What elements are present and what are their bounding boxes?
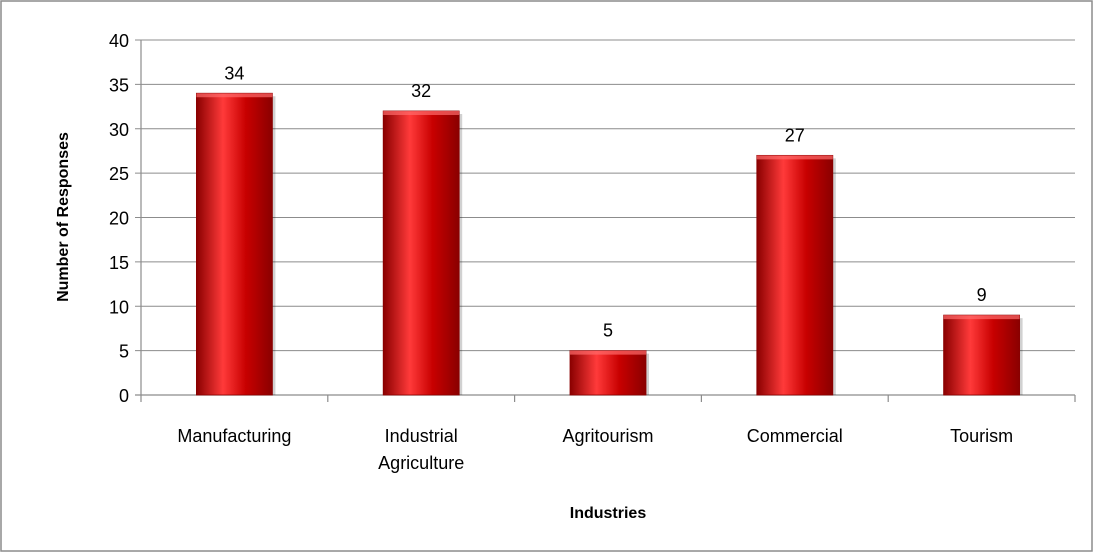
y-tick-label: 40 xyxy=(109,31,129,51)
bar xyxy=(943,314,1020,396)
data-label: 32 xyxy=(411,81,431,101)
y-tick-label: 10 xyxy=(109,297,129,317)
x-tick-label: Manufacturing xyxy=(177,426,291,446)
bar xyxy=(382,110,460,396)
y-tick-label: 25 xyxy=(109,164,129,184)
bars xyxy=(195,92,1023,396)
data-label: 34 xyxy=(224,63,244,83)
bar xyxy=(195,92,273,396)
y-tick-label: 20 xyxy=(109,209,129,229)
data-label: 27 xyxy=(785,125,805,145)
x-tick-label: Agriculture xyxy=(378,453,464,473)
bar-top-highlight xyxy=(196,93,273,98)
bar-top-highlight xyxy=(756,155,833,160)
y-axis-title: Number of Responses xyxy=(55,132,72,302)
y-tick-label: 35 xyxy=(109,75,129,95)
gridlines xyxy=(135,39,1075,352)
x-tick-label: Commercial xyxy=(747,426,843,446)
bar-top-highlight xyxy=(943,315,1020,320)
y-tick-label: 5 xyxy=(119,342,129,362)
data-label: 5 xyxy=(603,321,613,341)
y-tick-label: 30 xyxy=(109,120,129,140)
tick-labels: 0 5 10 15 20 25 30 35 40 Manufacturing Industrial A… xyxy=(109,31,1013,473)
bar xyxy=(569,350,647,396)
bar-top-highlight xyxy=(570,350,646,355)
data-label: 9 xyxy=(977,285,987,305)
x-axis-title: Industries xyxy=(570,505,647,522)
x-tick-label: Agritourism xyxy=(562,426,653,446)
x-tick-label: Industrial xyxy=(385,426,458,446)
bar xyxy=(756,154,834,396)
y-tick-label: 0 xyxy=(119,386,129,406)
y-tick-label: 15 xyxy=(109,253,129,273)
data-labels: 34 32 5 27 9 xyxy=(224,63,986,340)
x-tick-label: Tourism xyxy=(950,426,1013,446)
bar-top-highlight xyxy=(383,111,460,115)
